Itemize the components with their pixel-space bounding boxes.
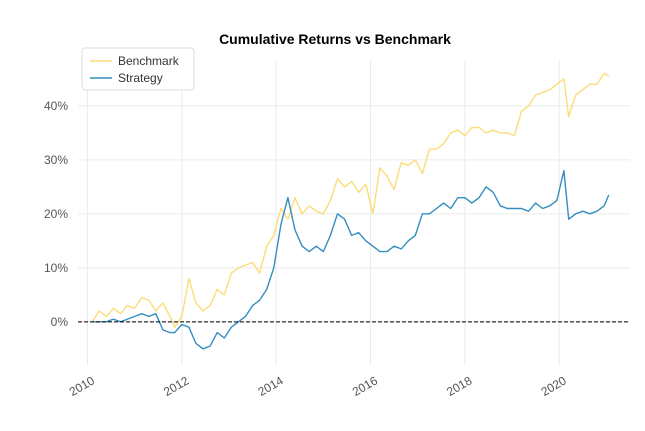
series-lines bbox=[91, 72, 610, 350]
legend: Benchmark Strategy bbox=[81, 47, 195, 91]
x-tick-label: 2010 bbox=[67, 373, 97, 399]
y-tick-label: 10% bbox=[44, 261, 68, 275]
y-axis-ticks: 0% 10% 20% 30% 40% bbox=[44, 99, 68, 329]
chart-title: Cumulative Returns vs Benchmark bbox=[219, 31, 451, 47]
series-line-benchmark bbox=[91, 72, 610, 328]
legend-box bbox=[81, 47, 195, 91]
x-tick-label: 2012 bbox=[161, 373, 191, 399]
x-tick-label: 2016 bbox=[350, 373, 380, 399]
x-tick-label: 2018 bbox=[444, 373, 474, 399]
legend-label: Benchmark bbox=[118, 54, 180, 68]
y-tick-label: 40% bbox=[44, 99, 68, 113]
y-tick-label: 30% bbox=[44, 153, 68, 167]
legend-label: Strategy bbox=[118, 71, 163, 85]
y-tick-label: 0% bbox=[51, 315, 69, 329]
x-tick-label: 2020 bbox=[539, 373, 569, 399]
grid-lines bbox=[78, 60, 630, 365]
x-axis-ticks: 2010 2012 2014 2016 2018 2020 bbox=[67, 373, 569, 399]
series-line-strategy bbox=[92, 169, 610, 350]
y-tick-label: 20% bbox=[44, 207, 68, 221]
x-tick-label: 2014 bbox=[256, 373, 286, 399]
